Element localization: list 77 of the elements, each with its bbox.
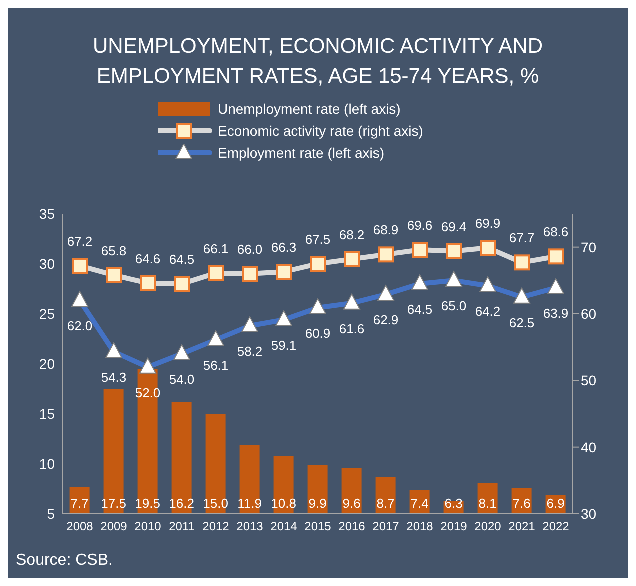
x-tick-label: 2021 xyxy=(508,520,536,534)
y-tick-label: 35 xyxy=(39,206,56,222)
data-label: 9.9 xyxy=(308,496,327,511)
legend-label: Economic activity rate (right axis) xyxy=(218,123,424,139)
data-label: 52.0 xyxy=(135,385,161,400)
x-tick-label: 2015 xyxy=(304,520,332,534)
data-label: 68.2 xyxy=(339,227,365,242)
data-label: 7.7 xyxy=(70,496,89,511)
data-label: 64.5 xyxy=(407,302,433,317)
y-tick-label: 15 xyxy=(39,406,56,422)
data-label: 56.1 xyxy=(203,358,229,373)
data-label: 6.9 xyxy=(546,496,565,511)
x-tick-label: 2022 xyxy=(542,520,570,534)
data-label: 69.6 xyxy=(407,218,433,233)
data-label: 69.4 xyxy=(441,219,467,234)
data-label: 54.3 xyxy=(101,370,127,385)
data-label: 54.0 xyxy=(169,372,195,387)
x-tick-label: 2012 xyxy=(202,520,230,534)
data-label: 65.8 xyxy=(101,243,127,258)
data-label: 61.6 xyxy=(339,321,365,336)
x-tick-label: 2018 xyxy=(406,520,434,534)
data-label: 8.7 xyxy=(376,496,395,511)
y-tick-label: 25 xyxy=(39,306,56,322)
data-label: 15.0 xyxy=(203,496,228,511)
data-label: 19.5 xyxy=(135,496,160,511)
data-label: 64.6 xyxy=(135,251,161,266)
data-label: 62.0 xyxy=(67,318,93,334)
x-tick-label: 2013 xyxy=(236,520,264,534)
legend-label: Employment rate (left axis) xyxy=(218,145,384,161)
x-tick-label: 2020 xyxy=(474,520,502,534)
data-label: 17.5 xyxy=(101,496,126,511)
x-tick-label: 2009 xyxy=(100,520,128,534)
data-label: 63.9 xyxy=(543,306,569,321)
x-tick-label: 2008 xyxy=(66,520,94,534)
data-label: 69.9 xyxy=(475,216,501,231)
x-tick-label: 2019 xyxy=(440,520,468,534)
y2-tick-label: 50 xyxy=(581,372,597,389)
data-label: 6.3 xyxy=(444,496,463,511)
data-label: 7.6 xyxy=(512,496,531,511)
y2-tick-label: 40 xyxy=(581,439,597,456)
data-label: 67.5 xyxy=(305,232,331,247)
data-label: 58.2 xyxy=(237,344,263,359)
x-tick-label: 2011 xyxy=(169,520,196,534)
data-label: 67.7 xyxy=(509,230,535,246)
data-label: 11.9 xyxy=(238,496,262,511)
chart-title: UNEMPLOYMENT, ECONOMIC ACTIVITY AND EMPLOYMENT RATES, AGE 15-74 YEARS, % xyxy=(92,34,544,90)
data-label: 68.6 xyxy=(543,224,569,240)
y-tick-label: 20 xyxy=(39,356,56,372)
data-label: 7.4 xyxy=(410,496,429,511)
x-tick-label: 2016 xyxy=(338,520,366,534)
legend-label: Unemployment rate (left axis) xyxy=(218,101,401,117)
data-label: 59.1 xyxy=(271,338,297,353)
y2-tick-label: 70 xyxy=(581,239,597,256)
y-tick-label: 10 xyxy=(39,456,56,472)
x-tick-label: 2010 xyxy=(134,520,162,534)
source-note: Source: CSB. xyxy=(16,552,113,570)
data-label: 67.2 xyxy=(67,234,93,249)
data-label: 10.8 xyxy=(271,496,296,511)
data-label: 66.3 xyxy=(271,240,297,255)
y-tick-label: 5 xyxy=(47,506,56,522)
data-label: 8.1 xyxy=(478,496,497,511)
data-label: 68.9 xyxy=(373,222,399,238)
x-tick-label: 2014 xyxy=(270,520,298,534)
x-tick-label: 2017 xyxy=(372,520,400,534)
y2-tick-label: 60 xyxy=(581,306,597,322)
data-label: 64.5 xyxy=(169,252,195,267)
data-label: 9.6 xyxy=(342,496,361,511)
data-label: 66.0 xyxy=(237,242,263,257)
data-label: 16.2 xyxy=(169,496,194,511)
y2-tick-label: 30 xyxy=(581,506,597,522)
data-label: 66.1 xyxy=(203,241,229,256)
data-label: 64.2 xyxy=(475,304,501,319)
data-label: 62.5 xyxy=(509,315,535,330)
data-label: 62.9 xyxy=(373,312,399,328)
data-label: 60.9 xyxy=(305,326,331,341)
data-label: 65.0 xyxy=(441,298,467,314)
y-tick-label: 30 xyxy=(39,256,56,272)
